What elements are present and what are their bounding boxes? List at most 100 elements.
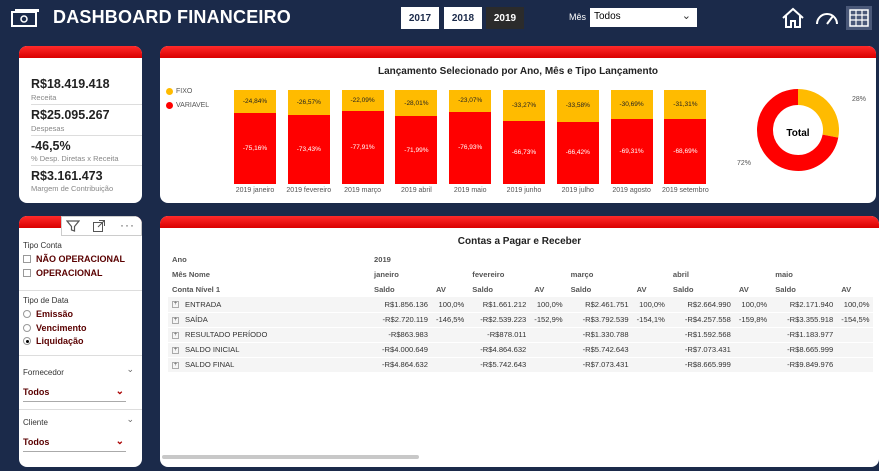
table-row[interactable]: + RESULTADO PERÍODO -R$863.983 -R$878.011 -R… bbox=[168, 327, 874, 343]
row-label-cell[interactable]: + RESULTADO PERÍODO bbox=[168, 327, 370, 343]
home-icon[interactable] bbox=[780, 6, 806, 30]
divider bbox=[31, 104, 142, 105]
expand-icon[interactable]: + bbox=[172, 346, 179, 354]
radio-button[interactable] bbox=[23, 310, 31, 318]
matrix-table: Ano 2019 Mês Nome janeiro fevereiro març… bbox=[168, 252, 874, 373]
bar-segment-variavel[interactable]: -66,73% bbox=[503, 121, 545, 184]
legend-item-variavel[interactable]: VARIAVEL bbox=[166, 102, 209, 109]
radio-button[interactable] bbox=[23, 337, 31, 345]
table-icon[interactable] bbox=[846, 6, 872, 30]
av-cell bbox=[734, 342, 772, 358]
row-label-cell[interactable]: + ENTRADA bbox=[168, 297, 370, 313]
divider bbox=[19, 355, 142, 356]
bar-segment-fixo[interactable]: -26,57% bbox=[287, 90, 330, 115]
radio-button[interactable] bbox=[23, 324, 31, 332]
bar-segment-variavel[interactable]: -69,31% bbox=[610, 118, 653, 184]
year-button-2019[interactable]: 2019 bbox=[486, 7, 524, 29]
expand-icon[interactable]: + bbox=[172, 331, 179, 339]
bar-segment-variavel[interactable]: -77,91% bbox=[341, 110, 384, 184]
legend-item-fixo[interactable]: FIXO bbox=[166, 88, 192, 95]
panel-header-bar bbox=[19, 46, 142, 58]
fornecedor-dropdown[interactable]: Todos ⌄ bbox=[23, 382, 126, 402]
bar-segment-variavel[interactable]: -68,69% bbox=[664, 119, 707, 184]
bar-segment-fixo[interactable]: -24,84% bbox=[234, 90, 276, 114]
bar-segment-fixo[interactable]: -33,27% bbox=[503, 90, 545, 122]
radio-label: Vencimento bbox=[36, 323, 87, 333]
focus-mode-icon[interactable] bbox=[92, 219, 106, 233]
col-header-saldo: Saldo bbox=[570, 285, 592, 294]
mes-select[interactable]: Todos ⌄ bbox=[590, 8, 697, 27]
saldo-cell: R$1.856.136 bbox=[370, 297, 432, 313]
divider bbox=[31, 165, 142, 166]
row-label-cell[interactable]: + SAÍDA bbox=[168, 312, 370, 328]
donut-slice-fixo[interactable] bbox=[797, 89, 839, 138]
x-axis-tick-label: 2019 abril bbox=[401, 187, 432, 194]
expand-icon[interactable]: + bbox=[172, 301, 179, 309]
saldo-cell: -R$4.864.632 bbox=[370, 357, 432, 373]
expand-icon[interactable]: + bbox=[172, 316, 179, 324]
filter-icon[interactable] bbox=[66, 219, 80, 233]
bar-segment-fixo[interactable]: -30,69% bbox=[610, 90, 653, 119]
saldo-cell: -R$4.864.632 bbox=[468, 342, 531, 358]
horizontal-scrollbar[interactable] bbox=[162, 455, 419, 459]
av-cell bbox=[837, 327, 874, 343]
checkbox-nao-operacional[interactable]: NÃO OPERACIONAL bbox=[23, 254, 125, 264]
table-row[interactable]: + SALDO INICIAL -R$4.000.649 -R$4.864.632 -R… bbox=[168, 342, 874, 358]
bar-segment-fixo[interactable]: -23,07% bbox=[449, 90, 492, 112]
bar-segment-fixo[interactable]: -28,01% bbox=[395, 90, 438, 117]
year-button-2017[interactable]: 2017 bbox=[401, 7, 439, 29]
saldo-cell: -R$1.592.568 bbox=[668, 327, 735, 343]
kpi-receita-value: R$18.419.418 bbox=[31, 77, 110, 91]
bar-segment-variavel[interactable]: -75,16% bbox=[234, 113, 276, 184]
av-cell bbox=[837, 342, 874, 358]
saldo-cell: R$2.461.751 bbox=[566, 297, 633, 313]
bar-segment-fixo[interactable]: -31,31% bbox=[664, 90, 707, 120]
table-row[interactable]: + SALDO FINAL -R$4.864.632 -R$5.742.643 -R$7… bbox=[168, 357, 874, 373]
bar-segment-variavel[interactable]: -66,42% bbox=[556, 121, 599, 184]
table-row[interactable]: + SAÍDA -R$2.720.119 -146,5% -R$2.539.223 -15… bbox=[168, 312, 874, 328]
av-cell bbox=[632, 357, 669, 373]
radio-liquidacao[interactable]: Liquidação bbox=[23, 336, 84, 346]
chevron-down-icon[interactable]: ⌄ bbox=[126, 364, 134, 374]
row-label: SALDO FINAL bbox=[185, 360, 235, 369]
expand-icon[interactable]: + bbox=[172, 361, 179, 369]
checkbox-operacional[interactable]: OPERACIONAL bbox=[23, 268, 103, 278]
donut-slice-variavel[interactable] bbox=[757, 89, 839, 171]
checkbox-box[interactable] bbox=[23, 269, 31, 277]
year-button-2018[interactable]: 2018 bbox=[444, 7, 482, 29]
row-label-cell[interactable]: + SALDO FINAL bbox=[168, 357, 370, 373]
divider bbox=[19, 409, 142, 410]
visual-header: ··· bbox=[61, 216, 142, 236]
radio-emissao[interactable]: Emissão bbox=[23, 309, 73, 319]
cliente-dropdown[interactable]: Todos ⌄ bbox=[23, 432, 126, 452]
matrix-title: Contas a Pagar e Receber bbox=[457, 236, 582, 247]
more-options-icon[interactable]: ··· bbox=[120, 218, 135, 232]
gauge-icon[interactable] bbox=[814, 6, 840, 30]
saldo-cell: -R$3.792.539 bbox=[566, 312, 633, 328]
checkbox-box[interactable] bbox=[23, 255, 31, 263]
table-row[interactable]: + ENTRADA R$1.856.136 100,0% R$1.661.212 100,… bbox=[168, 297, 874, 313]
radio-vencimento[interactable]: Vencimento bbox=[23, 323, 87, 333]
row-label: SAÍDA bbox=[185, 315, 208, 324]
av-cell: 100,0% bbox=[837, 297, 874, 313]
bar-segment-variavel[interactable]: -71,99% bbox=[395, 116, 438, 184]
mes-label: Mês bbox=[569, 12, 587, 22]
x-axis-tick-label: 2019 setembro bbox=[662, 187, 709, 194]
month-header: fevereiro bbox=[472, 270, 505, 279]
bar-segment-fixo[interactable]: -22,09% bbox=[341, 90, 384, 111]
saldo-cell: -R$9.849.976 bbox=[771, 357, 838, 373]
month-header: janeiro bbox=[374, 270, 399, 279]
kpi-margem-label: Margem de Contribuição bbox=[31, 184, 114, 193]
av-cell bbox=[837, 357, 874, 373]
chevron-down-icon[interactable]: ⌄ bbox=[126, 414, 134, 424]
bar-segment-fixo[interactable]: -33,58% bbox=[556, 90, 599, 122]
bar-segment-variavel[interactable]: -73,43% bbox=[287, 114, 330, 184]
chart-panel: Lançamento Selecionado por Ano, Mês e Ti… bbox=[160, 46, 876, 203]
row-label-cell[interactable]: + SALDO INICIAL bbox=[168, 342, 370, 358]
col-header-av: AV bbox=[436, 285, 446, 294]
av-cell: -159,8% bbox=[734, 312, 772, 328]
saldo-cell: -R$7.073.431 bbox=[566, 357, 633, 373]
matrix-panel: Contas a Pagar e Receber Ano 2019 Mês No… bbox=[160, 216, 879, 467]
kpi-despesas-label: Despesas bbox=[31, 124, 65, 133]
bar-segment-variavel[interactable]: -76,93% bbox=[449, 111, 492, 184]
